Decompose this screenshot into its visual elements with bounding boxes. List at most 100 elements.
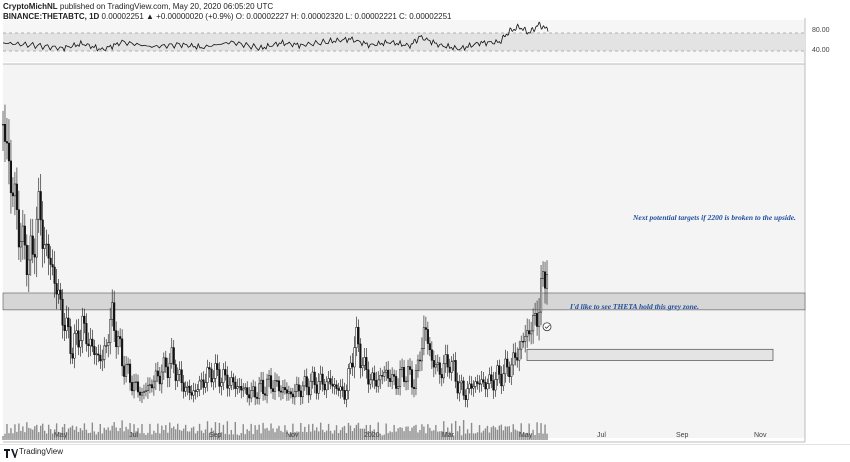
candle-body [406,366,410,382]
volume-bar [415,424,417,440]
candle-body [297,384,300,392]
volume-bar [508,426,510,440]
x-tick-label: Mar [442,432,455,439]
candle-body [174,364,177,381]
volume-bar [266,427,268,440]
candle-body [480,379,483,385]
candle-body [339,386,342,391]
volume-bar [310,431,312,440]
volume-bar [248,430,250,440]
volume-bar [329,430,332,440]
candle-body [367,369,370,385]
candle-body [545,274,549,289]
candle-body [484,381,487,390]
candle-body [21,225,24,242]
volume-bar [208,433,211,440]
volume-bar [18,423,20,440]
volume-bar [478,425,481,440]
candle-body [152,380,155,389]
candle-body [482,379,485,383]
volume-bar [286,430,288,440]
candle-body [502,373,505,387]
candle-body [111,302,114,320]
volume-bar [119,428,121,440]
volume-bar [341,427,344,440]
candle-body [365,357,368,370]
footer-brand[interactable]: TradingView [19,447,64,456]
volume-bar [413,425,415,440]
candle-body [97,353,100,356]
candle-body [321,373,324,385]
volume-bar [534,434,536,440]
volume-bar [385,423,387,440]
volume-bar [113,422,115,440]
volume-bar [20,430,22,440]
candle-body [446,354,449,368]
volume-bar [304,426,306,440]
candle-body [19,241,22,248]
candle-body [99,354,102,362]
volume-bar [484,428,487,440]
candle-body [317,381,320,394]
x-tick-label: May [519,432,533,439]
candle-body [277,380,281,392]
candle-body [422,327,425,349]
candle-body [184,387,187,392]
volume-bar [488,432,491,440]
volume-bar [296,431,298,440]
volume-bar [526,432,528,440]
author: CryptoMichNL [3,2,58,11]
volume-bar [153,430,155,440]
volume-bar [65,431,68,440]
candle-body [144,390,148,392]
volume-bar [451,423,453,440]
volume-bar [43,430,46,440]
candle-body [319,373,322,382]
candle-body [416,359,420,372]
volume-bar [179,429,181,440]
candle-body [541,271,545,279]
candle-body [9,160,12,194]
volume-bar [500,424,503,440]
candle-body [543,271,547,289]
candle-body [132,381,136,392]
candle-body [271,388,275,392]
candle-body [486,383,489,390]
candle-body [335,384,338,389]
volume-bar [254,425,256,440]
candle-body [351,362,354,368]
volume-bar [81,430,84,440]
candle-body [204,382,207,388]
candle-body [530,330,533,335]
candle-body [166,366,169,378]
candle-body [260,379,263,385]
volume-bar [111,425,113,440]
candle-body [379,375,382,381]
candle-body [393,374,396,377]
candle-body [412,386,416,389]
candle-body [309,380,312,396]
tradingview-logo-icon [4,449,18,458]
volume-bar [47,424,50,440]
volume-bar [194,433,197,440]
candle-body [69,326,72,354]
candle-body [452,360,455,362]
volume-bar [294,431,296,440]
candle-body [17,209,20,248]
candle-body [7,142,11,162]
candle-body [305,376,308,388]
volume-bar [192,426,195,440]
volume-bar [93,431,96,440]
candle-body [105,345,108,347]
candle-body [216,363,219,370]
volume-bar [411,427,413,440]
volume-bar [173,426,175,440]
volume-bar [375,433,377,440]
volume-bar [216,433,219,440]
candle-body [65,317,68,331]
candle-body [156,370,159,377]
volume-bar [494,427,497,440]
candle-body [466,388,469,400]
candle-body [127,363,130,366]
volume-bar [131,432,133,440]
